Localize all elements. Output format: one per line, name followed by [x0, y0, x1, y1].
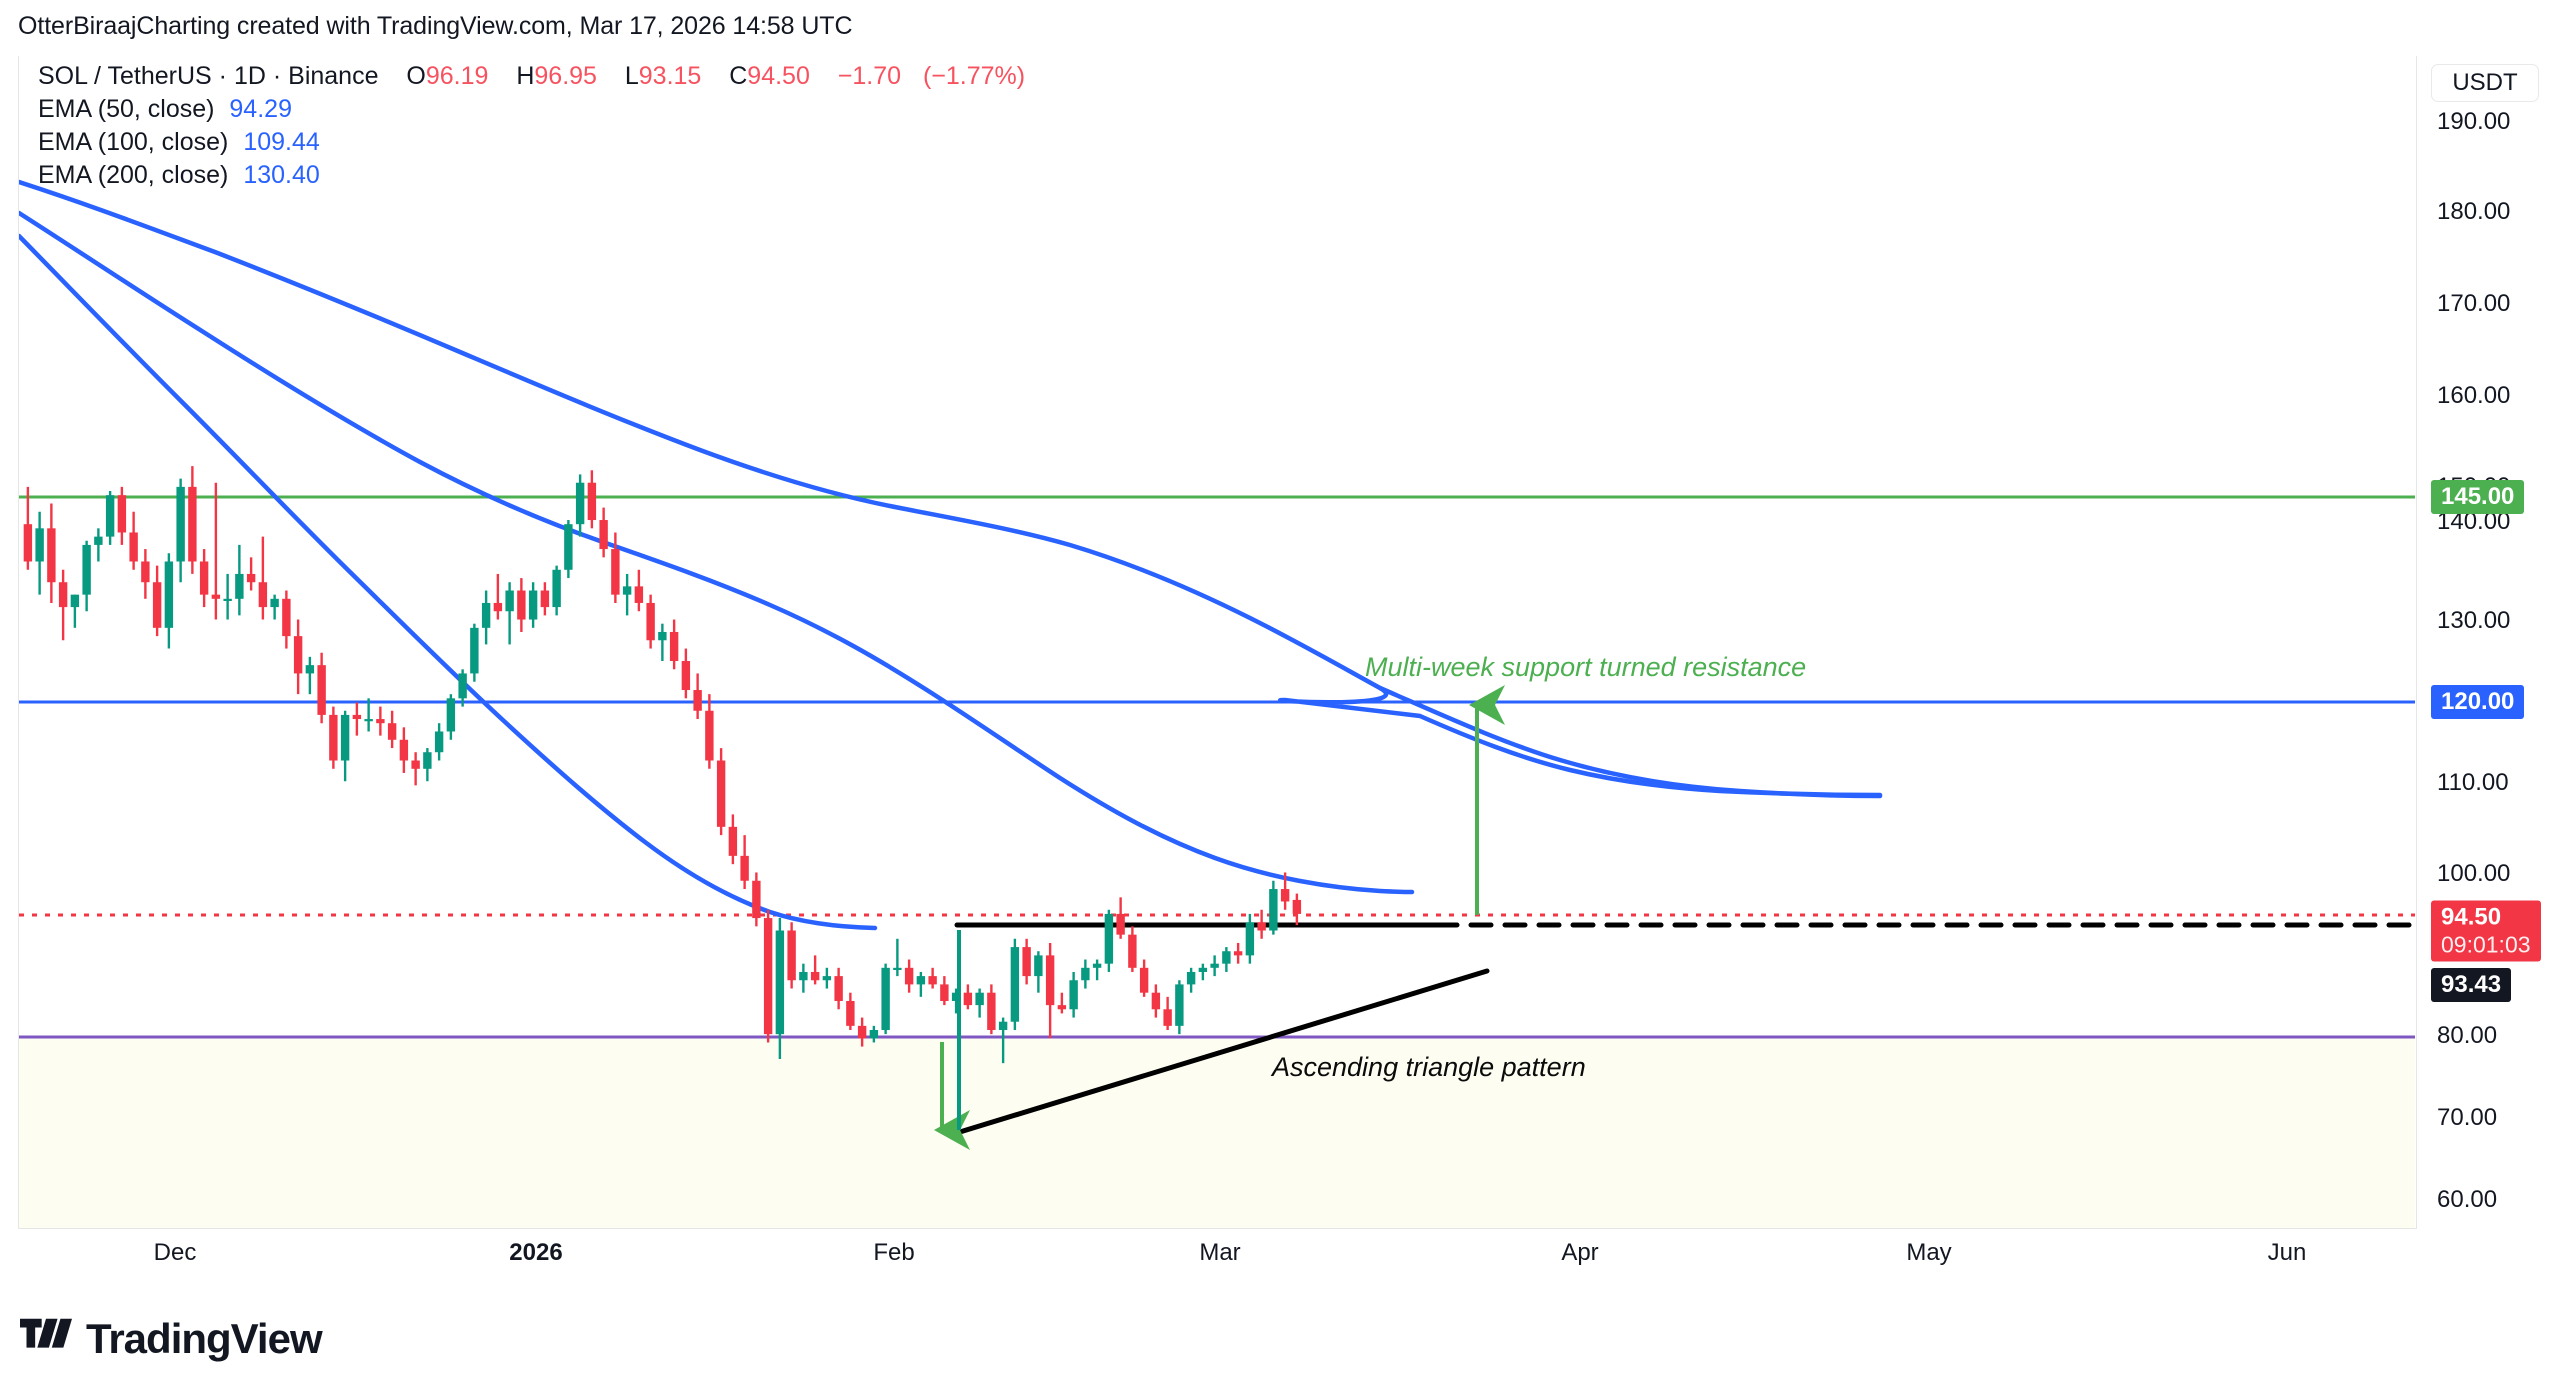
legend-low-value: 93.15	[638, 62, 702, 90]
legend-symbol-row[interactable]: SOL / TetherUS · 1D · Binance O96.19 H96…	[38, 60, 1025, 93]
legend-open-label: O	[406, 62, 426, 90]
legend-open-value: 96.19	[425, 62, 489, 90]
time-label-apr: Apr	[1561, 1239, 1599, 1266]
legend-ema-50-row[interactable]: EMA (50, close) 94.29	[38, 93, 1025, 126]
time-label-feb: Feb	[873, 1239, 915, 1266]
legend-close-value: 94.50	[747, 62, 810, 90]
price-badge-145-text: 145.00	[2441, 483, 2515, 510]
tradingview-logo-icon	[20, 1318, 72, 1348]
price-tick-190: 190.00	[2437, 108, 2511, 135]
time-label-may: May	[1906, 1239, 1952, 1266]
legend-high-value: 96.95	[534, 62, 597, 90]
price-badge-prev-close-text: 93.43	[2441, 971, 2502, 998]
price-tick-130: 130.00	[2437, 607, 2511, 634]
price-badge-145[interactable]: 145.00	[2431, 480, 2525, 514]
annotation-resistance-note: Multi-week support turned resistance	[1365, 652, 1807, 682]
legend-sep-1: ·	[218, 62, 227, 90]
currency-badge[interactable]: USDT	[2431, 64, 2539, 102]
price-badge-120[interactable]: 120.00	[2431, 685, 2525, 719]
legend-ema-50-value: 94.29	[229, 95, 292, 123]
price-tick-110: 110.00	[2437, 769, 2509, 796]
legend-close-label: C	[729, 62, 748, 90]
price-tick-180: 180.00	[2437, 198, 2511, 225]
time-label-dec: Dec	[153, 1239, 197, 1266]
legend-interval: 1D	[233, 62, 266, 90]
legend-high-label: H	[516, 62, 535, 90]
legend-ema-100-name: EMA (100, close)	[38, 128, 229, 156]
legend-ema-200-value: 130.40	[243, 161, 320, 189]
attribution-text: OtterBiraajCharting created with Trading…	[18, 12, 853, 40]
legend-change-pct: (−1.77%)	[922, 62, 1026, 90]
legend-ema-200-name: EMA (200, close)	[38, 161, 229, 189]
price-badge-last-text: 94.50	[2441, 903, 2502, 931]
tradingview-brand-text: TradingView	[86, 1315, 323, 1362]
legend-exchange: Binance	[288, 62, 379, 90]
price-badge-last[interactable]: 94.50 09:01:03	[2431, 900, 2541, 962]
legend-low-label: L	[624, 62, 639, 90]
legend-ema-50-name: EMA (50, close)	[38, 95, 215, 123]
legend-symbol: SOL / TetherUS	[38, 62, 212, 90]
price-badge-120-text: 120.00	[2441, 688, 2515, 715]
price-scale[interactable]: USDT 190.00 180.00 170.00 160.00 150.00 …	[2416, 56, 2560, 1229]
legend-ema-200-row[interactable]: EMA (200, close) 130.40	[38, 159, 1025, 192]
time-scale[interactable]: Dec 2026 Feb Mar Apr May Jun	[18, 1229, 2416, 1289]
legend-ema-100-row[interactable]: EMA (100, close) 109.44	[38, 126, 1025, 159]
price-tick-60: 60.00	[2437, 1186, 2498, 1213]
price-tick-100: 100.00	[2437, 860, 2511, 887]
legend-ema-100-value: 109.44	[243, 128, 320, 156]
chart-plot-area[interactable]	[18, 56, 2416, 1229]
price-tick-70: 70.00	[2437, 1104, 2498, 1131]
price-tick-170: 170.00	[2437, 290, 2511, 317]
time-label-2026: 2026	[509, 1239, 563, 1266]
annotation-pattern-note: Ascending triangle pattern	[1272, 1052, 1586, 1082]
time-label-mar: Mar	[1199, 1239, 1241, 1266]
chart-legend: SOL / TetherUS · 1D · Binance O96.19 H96…	[38, 60, 1025, 192]
tradingview-brand[interactable]: TradingView	[20, 1315, 323, 1363]
price-badge-prev-close[interactable]: 93.43	[2431, 968, 2512, 1002]
price-tick-160: 160.00	[2437, 382, 2511, 409]
time-label-jun: Jun	[2267, 1239, 2307, 1266]
price-badge-countdown: 09:01:03	[2441, 931, 2531, 958]
legend-sep-2: ·	[272, 62, 282, 90]
legend-change: −1.70	[837, 62, 902, 90]
price-tick-80: 80.00	[2437, 1022, 2498, 1049]
